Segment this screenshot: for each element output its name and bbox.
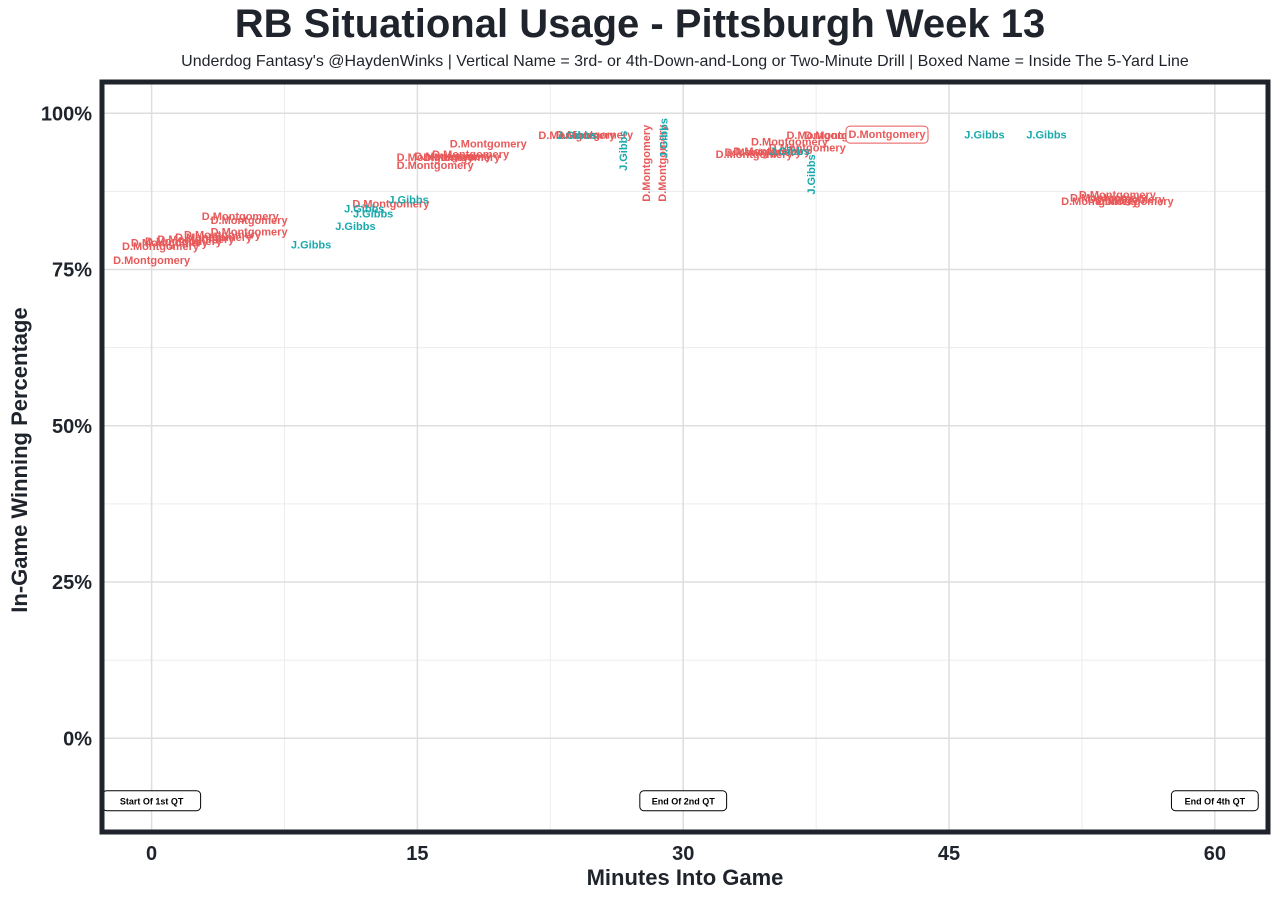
data-point-vertical: J.Gibbs [618,131,630,171]
y-tick-label: 50% [52,416,92,438]
data-point: D.Montgomery [397,152,475,164]
data-point: J.Gibbs [964,130,1004,142]
data-point: D.Montgomery [716,149,794,161]
data-point: D.Montgomery [202,211,280,223]
data-point: D.Montgomery [1088,194,1166,206]
data-point: D.Montgomery [157,234,235,246]
data-point: D.Montgomery [1061,196,1139,208]
data-point: D.Montgomery [1097,196,1175,208]
chart-title: RB Situational Usage - Pittsburgh Week 1… [234,2,1046,46]
data-point: D.Montgomery [769,143,847,155]
data-point: D.Montgomery [211,226,289,238]
x-tick-label: 45 [938,843,960,865]
data-point: D.Montgomery [724,147,802,159]
data-point: D.Montgomery [113,255,191,267]
data-point: J.Gibbs [557,130,597,142]
data-point: J.Gibbs [291,240,331,252]
quarter-annotation: End Of 2nd QT [639,790,728,812]
quarter-annotation-box [1170,790,1259,812]
data-point: D.Montgomery [397,160,475,172]
data-point: D.Montgomery [122,241,200,253]
quarter-annotation-box [639,790,728,812]
data-point: D.Montgomery [175,232,253,244]
data-point: D.Montgomery [145,236,223,248]
data-point: J.Gibbs [388,195,428,207]
quarter-annotation-label: Start Of 1st QT [120,796,184,806]
data-point: D.Montgomery [1079,190,1157,202]
quarter-annotation: End Of 4th QT [1170,790,1259,812]
data-point: J.Gibbs [335,221,375,233]
grid-lines [102,82,1268,832]
data-point-vertical: J.Gibbs [806,154,818,194]
data-point: D.Montgomery [211,215,289,227]
x-tick-label: 15 [406,843,428,865]
data-point: J.Gibbs [1026,130,1066,142]
data-point-vertical: D.Montgomery [641,124,653,202]
x-tick-label: 0 [146,843,157,865]
data-point: D.Montgomery [184,230,262,242]
data-point: D.Montgomery [733,146,811,158]
data-points: D.MontgomeryD.MontgomeryD.MontgomeryD.Mo… [113,118,1174,267]
quarter-annotation-label: End Of 2nd QT [652,796,715,806]
data-point: D.Montgomery [352,198,430,210]
y-tick-label: 75% [52,260,92,282]
plot-border [99,79,1271,835]
data-point-boxed: D.Montgomery [845,125,929,144]
x-tick-label: 60 [1204,843,1226,865]
y-tick-label: 100% [41,103,92,125]
quarter-annotation-label: End Of 4th QT [1185,796,1246,806]
quarter-annotations: Start Of 1st QT End Of 2nd QT End Of 4th Q… [102,790,1259,812]
data-point-label: D.Montgomery [849,129,927,141]
data-point: D.Montgomery [538,130,616,142]
data-point: D.Montgomery [432,149,510,161]
plot-background [102,82,1268,832]
data-point-vertical: D.Montgomery [657,124,669,202]
data-point: D.Montgomery [131,238,209,250]
axis-ticks: 0 15 30 45 60 0% 25% 50% 75% 100% [41,103,1226,865]
data-point-box [845,125,929,144]
data-point: D.Montgomery [556,130,634,142]
data-point: D.Montgomery [786,130,864,142]
x-tick-label: 30 [672,843,694,865]
data-point: D.Montgomery [1070,193,1148,205]
data-point: J.Gibbs [353,208,393,220]
data-point: D.Montgomery [751,136,829,148]
quarter-annotation: Start Of 1st QT [102,790,202,812]
x-axis-label: Minutes Into Game [586,865,784,890]
y-tick-label: 25% [52,572,92,594]
data-point: D.Montgomery [423,152,501,164]
data-point: J.Gibbs [344,203,384,215]
data-point: D.Montgomery [414,151,492,163]
chart-subtitle: Underdog Fantasy's @HaydenWinks | Vertic… [181,53,1189,70]
data-point: J.Gibbs [769,146,809,158]
data-point: D.Montgomery [450,138,528,150]
data-point-vertical: J.Gibbs [659,118,671,158]
y-tick-label: 0% [63,728,92,750]
